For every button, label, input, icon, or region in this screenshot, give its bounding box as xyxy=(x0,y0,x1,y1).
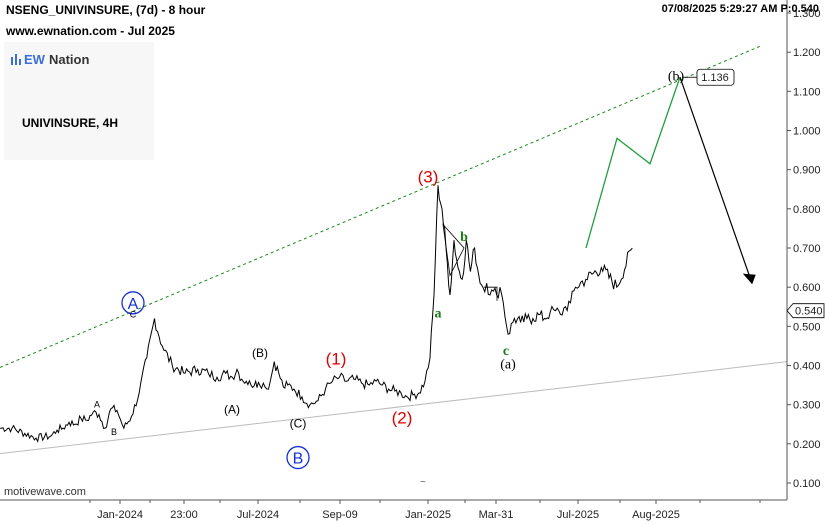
x-tick-label: Jan-2025 xyxy=(405,509,451,521)
wave-consolidation-box xyxy=(484,286,498,301)
wave-label: a xyxy=(435,307,442,322)
wave-label: (3) xyxy=(418,167,439,186)
brand-logo-name: Nation xyxy=(48,52,90,67)
down-arrow-head-icon xyxy=(742,273,756,285)
wave-label: (B) xyxy=(252,346,268,360)
wave-b-triangle xyxy=(442,223,465,277)
brand-logo-mark: EW xyxy=(24,52,45,67)
wave-label: C xyxy=(130,310,137,320)
y-tick-label: 1.300 xyxy=(793,8,821,20)
wave-label: (1) xyxy=(326,350,347,369)
projection-line xyxy=(585,76,681,249)
y-tick-label: 1.000 xyxy=(793,125,821,137)
wave-bars-icon xyxy=(11,53,21,65)
wave-label: (C) xyxy=(290,416,307,430)
wave-label: b xyxy=(460,230,468,245)
footer-brand: motivewave.com xyxy=(4,486,86,498)
y-tick-label: 0.200 xyxy=(793,439,821,451)
wave-circle-b xyxy=(286,445,310,470)
wave-label: B xyxy=(111,427,117,437)
wave-label: (A) xyxy=(224,403,240,417)
chart-label: UNIVINSURE, 4H xyxy=(22,116,119,130)
y-tick-label: 0.700 xyxy=(793,243,821,255)
x-tick-label: Jan-2024 xyxy=(97,509,143,521)
brand-logo: EW Nation xyxy=(10,52,89,67)
x-tick-label: Mar-31 xyxy=(479,509,514,521)
wave-label: A xyxy=(94,400,100,410)
y-tick-label: 0.800 xyxy=(793,204,821,216)
wave-label: c xyxy=(503,344,509,359)
y-tick-label: 0.500 xyxy=(793,321,821,333)
x-tick-label: Jul-2024 xyxy=(237,509,279,521)
symbol-title: NSENG_UNIVINSURE, (7d) - 8 hour xyxy=(6,3,206,17)
wave-label-b: B xyxy=(293,451,304,468)
y-tick-label: 0.100 xyxy=(793,478,821,490)
y-tick-label: 0.300 xyxy=(793,400,821,412)
price-line xyxy=(0,185,633,443)
x-tick-label: Aug-2025 xyxy=(632,509,680,521)
projection-down-arrow xyxy=(679,77,753,284)
timestamp-price: 07/08/2025 5:29:27 AM P:0.540 xyxy=(661,3,819,15)
brand-panel: EW Nation UNIVINSURE, 4H xyxy=(4,42,154,160)
wave-label: (b) xyxy=(668,70,685,85)
y-tick-label: 1.200 xyxy=(793,47,821,59)
tilde-marker: ~ xyxy=(420,477,426,488)
x-tick-label: Sep-09 xyxy=(322,509,357,521)
x-tick-label: 23:00 xyxy=(170,509,198,521)
lower-trend-line xyxy=(0,361,788,455)
wave-circle-a xyxy=(121,291,145,315)
wave-label: (2) xyxy=(392,408,413,427)
x-tick-label: Jul-2025 xyxy=(557,509,599,521)
y-tick-label: 0.400 xyxy=(793,360,821,372)
target-price-label: 1.136 xyxy=(701,72,729,84)
current-price-label: 0.540 xyxy=(795,306,823,318)
wave-label-a: A xyxy=(128,296,139,313)
y-tick-label: 1.100 xyxy=(793,86,821,98)
current-price-tag xyxy=(786,303,825,319)
website-label: www.ewnation.com - Jul 2025 xyxy=(6,24,175,38)
y-tick-label: 0.900 xyxy=(793,165,821,177)
wave-label: (a) xyxy=(500,358,516,373)
y-tick-label: 0.600 xyxy=(793,282,821,294)
